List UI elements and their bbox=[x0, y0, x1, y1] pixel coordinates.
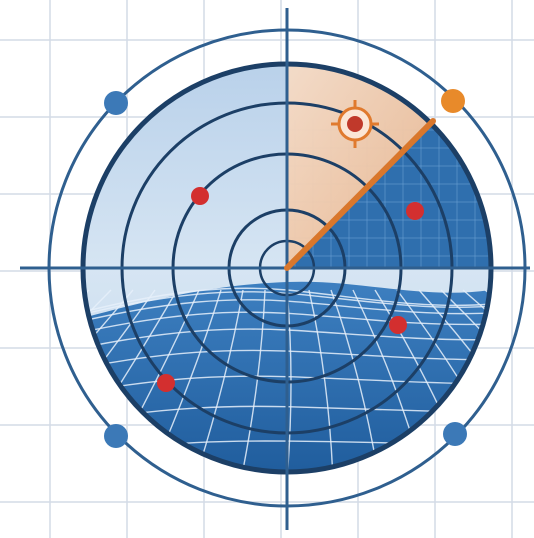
orbit-marker-dot bbox=[441, 89, 465, 113]
mesh-line bbox=[0, 290, 67, 480]
red-blip-dot bbox=[157, 374, 175, 392]
blips bbox=[157, 187, 424, 392]
sweep-line bbox=[284, 118, 436, 271]
sweep-wedge bbox=[287, 64, 431, 268]
orbit-markers bbox=[104, 89, 467, 448]
mesh-line bbox=[440, 289, 491, 472]
mesh-line bbox=[484, 289, 491, 472]
mesh-line bbox=[83, 289, 134, 472]
mesh-line bbox=[0, 290, 45, 480]
mesh-line bbox=[308, 289, 334, 472]
orbit-marker-dot bbox=[104, 424, 128, 448]
red-blip-dot bbox=[191, 187, 209, 205]
red-blip-dot bbox=[406, 202, 424, 220]
red-blip-dot bbox=[389, 316, 407, 334]
quadrant-blue bbox=[287, 124, 491, 268]
mesh-line bbox=[529, 290, 534, 480]
orbit-marker-dot bbox=[443, 422, 467, 446]
mesh-line bbox=[83, 289, 90, 472]
orbit-marker-dot bbox=[104, 91, 128, 115]
crosshair-target-icon bbox=[331, 100, 379, 148]
mesh-line bbox=[418, 289, 491, 472]
mesh-line bbox=[0, 290, 23, 480]
mesh-line bbox=[240, 289, 266, 472]
